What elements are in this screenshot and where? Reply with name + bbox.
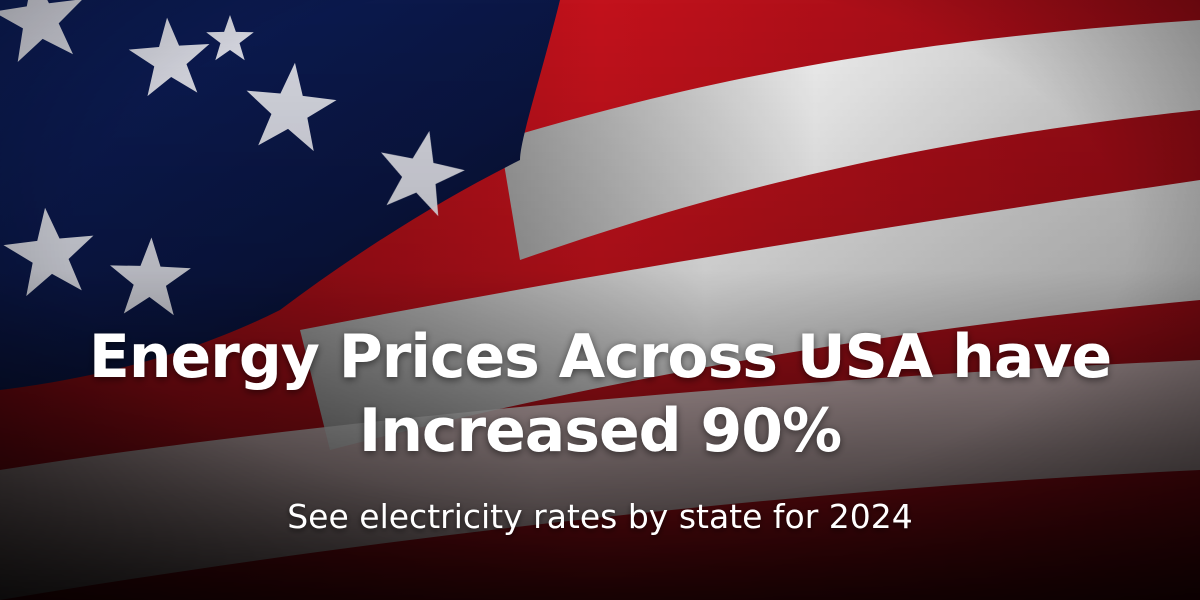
headline-line-2: Increased 90%: [358, 396, 842, 466]
headline: Energy Prices Across USA have Increased …: [0, 320, 1200, 468]
subheadline: See electricity rates by state for 2024: [287, 497, 913, 536]
headline-line-1: Energy Prices Across USA have: [88, 322, 1112, 392]
headline-block: Energy Prices Across USA have Increased …: [0, 320, 1200, 468]
